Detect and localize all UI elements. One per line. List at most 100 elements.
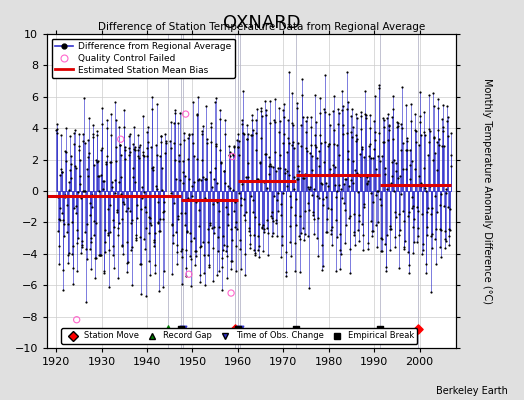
Point: [175, 152, 183, 158]
Point: [426, 183, 434, 189]
Point: [411, 111, 420, 117]
Point: [192, 248, 200, 254]
Point: [322, 228, 331, 235]
Point: [400, 238, 409, 244]
Point: [56, 217, 64, 224]
Point: [386, 226, 395, 232]
Point: [366, 112, 374, 118]
Point: [52, 127, 60, 133]
Point: [79, 188, 87, 195]
Point: [276, 152, 284, 158]
Point: [365, 125, 374, 132]
Point: [394, 122, 402, 129]
Point: [140, 236, 149, 242]
Point: [275, 105, 283, 112]
Point: [152, 142, 160, 148]
Point: [378, 153, 387, 160]
Point: [90, 218, 99, 225]
Point: [72, 210, 81, 217]
Point: [283, 148, 292, 155]
Point: [228, 187, 237, 194]
Point: [181, 222, 190, 228]
Point: [432, 260, 440, 267]
Point: [334, 106, 342, 112]
Point: [172, 229, 180, 236]
Point: [368, 233, 376, 240]
Point: [405, 270, 413, 276]
Point: [193, 111, 201, 118]
Point: [447, 152, 455, 158]
Point: [432, 226, 440, 232]
Point: [242, 209, 250, 216]
Point: [176, 110, 184, 117]
Point: [191, 253, 200, 260]
Point: [272, 197, 281, 204]
Point: [285, 69, 293, 76]
Point: [143, 153, 151, 160]
Point: [116, 142, 124, 148]
Point: [70, 130, 79, 136]
Point: [251, 214, 259, 220]
Point: [73, 234, 82, 241]
Point: [182, 265, 191, 271]
Point: [104, 205, 112, 212]
Point: [282, 269, 290, 275]
Point: [383, 185, 391, 192]
Point: [234, 326, 242, 332]
Point: [259, 229, 268, 235]
Point: [282, 272, 290, 279]
Point: [421, 184, 429, 191]
Point: [307, 142, 315, 149]
Point: [223, 222, 232, 228]
Point: [250, 252, 259, 258]
Point: [190, 235, 199, 241]
Point: [110, 223, 118, 230]
Point: [328, 224, 336, 230]
Point: [314, 253, 322, 259]
Point: [56, 205, 64, 212]
Point: [230, 208, 238, 214]
Point: [82, 256, 91, 262]
Point: [154, 220, 162, 226]
Point: [363, 181, 372, 187]
Point: [128, 174, 137, 180]
Point: [155, 227, 163, 234]
Point: [184, 271, 193, 278]
Point: [58, 210, 67, 216]
Point: [67, 161, 75, 168]
Point: [281, 249, 290, 255]
Point: [111, 99, 119, 105]
Point: [333, 141, 342, 148]
Point: [363, 180, 371, 186]
Point: [287, 252, 295, 259]
Point: [403, 213, 412, 220]
Point: [116, 136, 125, 142]
Point: [128, 244, 136, 250]
Point: [234, 152, 243, 158]
Point: [249, 208, 257, 215]
Point: [169, 200, 178, 206]
Point: [380, 117, 388, 124]
Point: [271, 168, 280, 174]
Point: [291, 240, 300, 246]
Point: [388, 93, 397, 100]
Point: [239, 88, 247, 94]
Point: [347, 113, 356, 119]
Point: [391, 244, 399, 250]
Point: [66, 167, 74, 173]
Point: [446, 163, 455, 169]
Point: [268, 209, 277, 216]
Point: [367, 218, 376, 224]
Point: [393, 124, 401, 130]
Point: [300, 175, 308, 182]
Point: [388, 159, 396, 165]
Point: [92, 220, 100, 226]
Point: [79, 138, 88, 144]
Point: [396, 173, 405, 179]
Point: [342, 106, 351, 112]
Point: [199, 122, 207, 129]
Point: [433, 138, 442, 145]
Point: [195, 223, 203, 229]
Point: [438, 115, 446, 122]
Point: [300, 230, 309, 237]
